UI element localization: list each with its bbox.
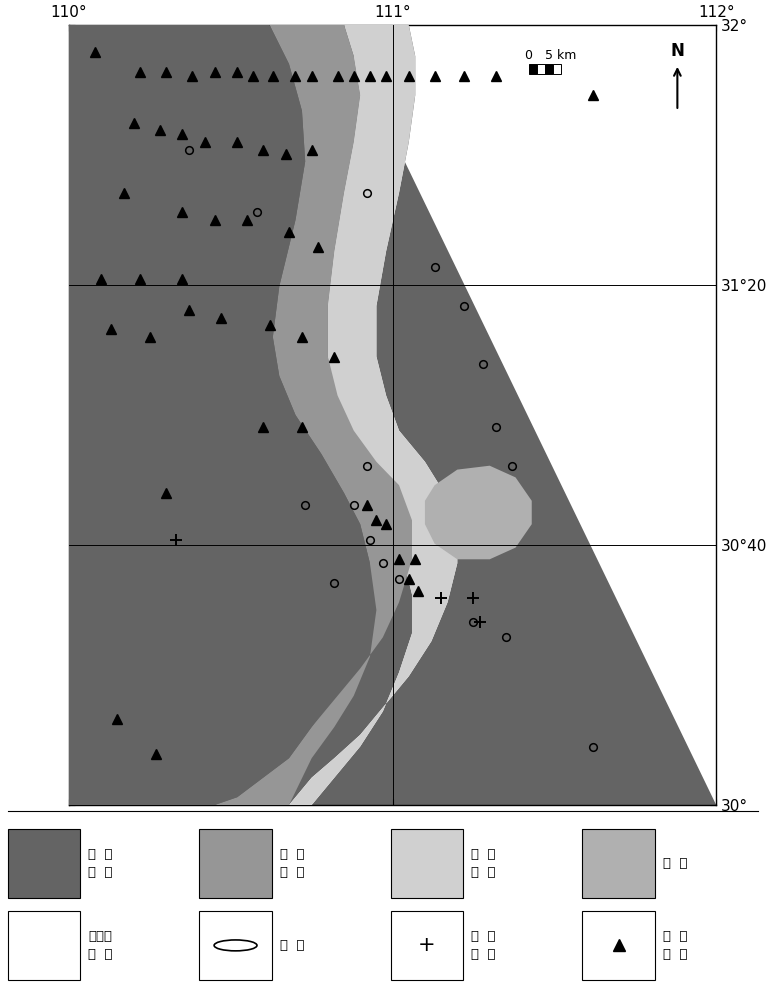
Text: 5 km: 5 km	[545, 49, 577, 62]
Text: 台  缘
斜  坡: 台 缘 斜 坡	[471, 848, 496, 879]
Text: 深  水
陆  棚: 深 水 陆 棚	[88, 848, 113, 879]
Bar	[199, 911, 272, 980]
Text: +: +	[418, 935, 436, 955]
Bar	[8, 829, 80, 898]
Text: 钻  井: 钻 井	[280, 939, 304, 952]
Bar	[199, 829, 272, 898]
Bar	[553, 64, 561, 74]
Text: 碳酸盐
台  地: 碳酸盐 台 地	[88, 930, 113, 961]
Text: 0: 0	[525, 49, 532, 62]
Polygon shape	[69, 25, 370, 805]
Polygon shape	[425, 466, 532, 559]
Bar	[391, 829, 463, 898]
Bar	[537, 64, 545, 74]
Polygon shape	[69, 25, 716, 805]
Polygon shape	[214, 25, 412, 805]
Bar	[582, 911, 655, 980]
Bar	[391, 911, 463, 980]
Text: N: N	[670, 42, 684, 60]
Text: 泻  湖: 泻 湖	[663, 857, 687, 870]
Polygon shape	[289, 25, 457, 805]
Bar	[529, 64, 537, 74]
Text: 浅  表
钻  孔: 浅 表 钻 孔	[471, 930, 496, 961]
Bar	[582, 829, 655, 898]
Polygon shape	[289, 25, 716, 805]
Bar	[8, 911, 80, 980]
Bar	[545, 64, 553, 74]
Text: 野  外
露  头: 野 外 露 头	[663, 930, 687, 961]
Text: 浅  水
陆  棚: 浅 水 陆 棚	[280, 848, 304, 879]
